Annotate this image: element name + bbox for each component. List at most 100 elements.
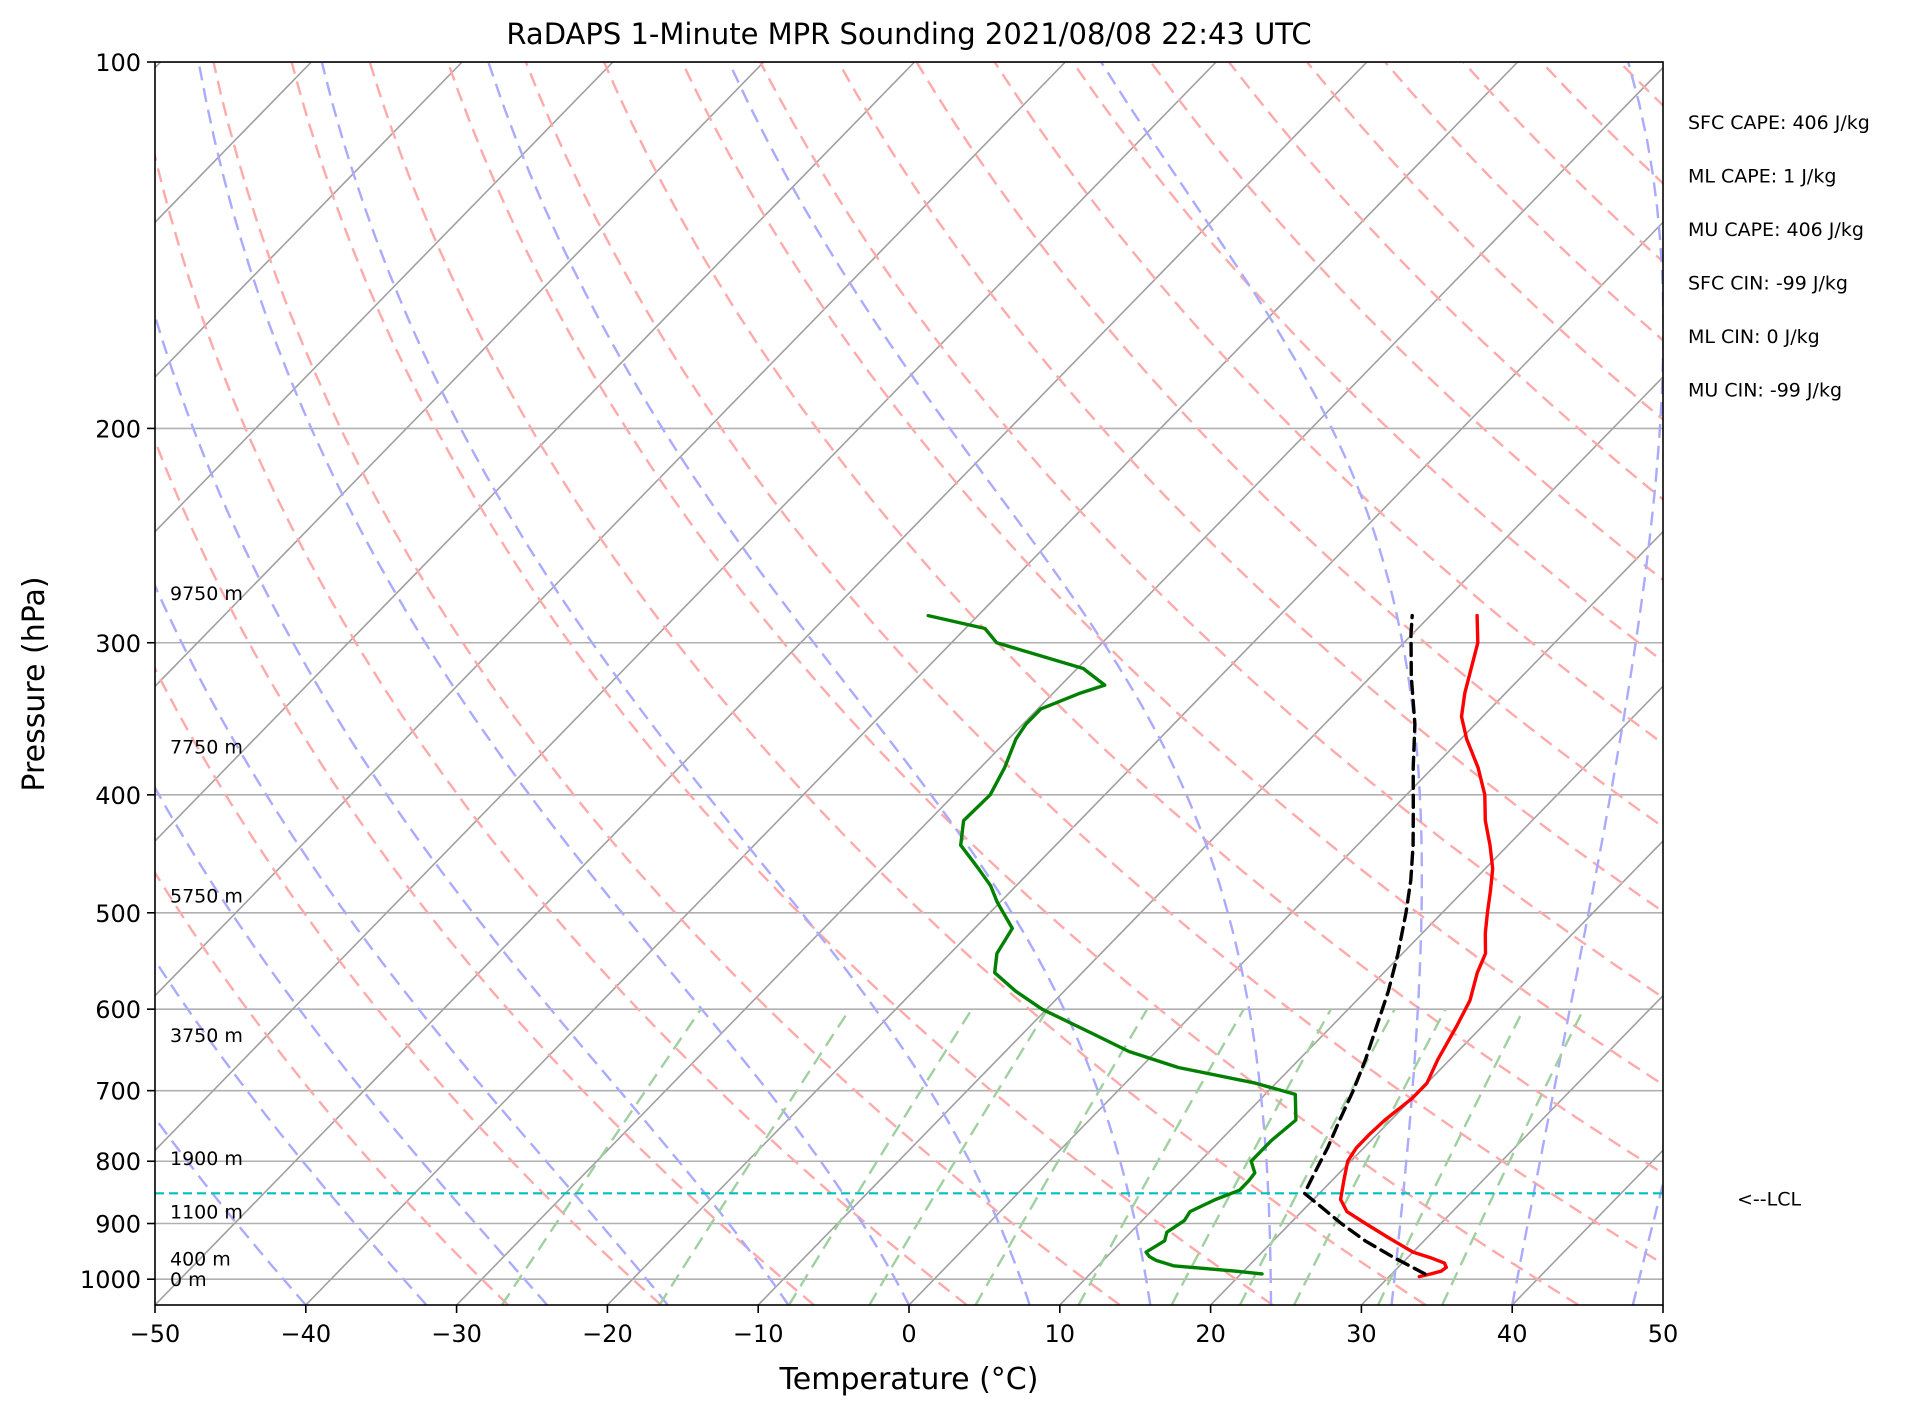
stat-line: SFC CIN: -99 J/kg xyxy=(1688,273,1848,295)
x-tick-label: −10 xyxy=(733,1320,784,1348)
mixing-ratio-line xyxy=(787,1008,973,1305)
height-label: 400 m xyxy=(170,1249,231,1271)
dry-adiabat-line xyxy=(155,151,968,1305)
isotherm-line xyxy=(155,62,1066,997)
height-label: 5750 m xyxy=(170,886,243,908)
mixing-ratio-lines xyxy=(500,1008,1585,1305)
dry-adiabat-line xyxy=(155,666,662,1305)
x-tick-label: 10 xyxy=(1045,1320,1076,1348)
x-tick-label: −50 xyxy=(130,1320,181,1348)
moist-adiabat-line xyxy=(155,311,790,1305)
x-tick-label: −20 xyxy=(582,1320,633,1348)
mixing-ratio-line xyxy=(868,1008,1049,1305)
y-tick-label: 200 xyxy=(95,415,141,443)
temperature-line xyxy=(1338,613,1495,1279)
stat-line: ML CAPE: 1 J/kg xyxy=(1688,166,1836,188)
mixing-ratio-line xyxy=(658,1008,851,1305)
moist-adiabat-line xyxy=(1631,1179,1663,1305)
moist-adiabat-line xyxy=(155,958,428,1305)
dry-adiabat-line xyxy=(1384,62,1663,342)
moist-adiabat-lines xyxy=(155,62,1663,1305)
isotherm-line xyxy=(757,375,1663,1305)
dry-adiabat-line xyxy=(1306,62,1663,422)
dry-adiabat-line xyxy=(1071,62,1663,663)
dry-adiabat-line xyxy=(290,62,1274,1305)
dry-adiabat-line xyxy=(368,62,1427,1305)
moist-adiabat-line xyxy=(1511,62,1663,1305)
stat-line: ML CIN: 0 J/kg xyxy=(1688,326,1820,348)
plot-area xyxy=(155,62,1663,1305)
isotherm-line xyxy=(606,221,1663,1305)
x-tick-label: 30 xyxy=(1346,1320,1377,1348)
y-tick-label: 700 xyxy=(95,1078,141,1106)
x-tick-label: 50 xyxy=(1648,1320,1679,1348)
height-labels: 9750 m 7750 m 5750 m 3750 m 1900 m 1100 m 400 … xyxy=(170,583,243,1291)
moist-adiabat-line xyxy=(320,62,1031,1305)
y-axis-ticks: 1000 900 800 700 600 500 400 300 200 100 xyxy=(80,49,155,1294)
dry-adiabat-line xyxy=(915,62,1663,829)
height-label: 9750 m xyxy=(170,583,243,605)
height-label: 7750 m xyxy=(170,736,243,758)
mixing-ratio-line xyxy=(1238,1008,1396,1305)
isotherm-line xyxy=(908,530,1663,1305)
moist-adiabat-line xyxy=(487,62,1152,1305)
height-label: 0 m xyxy=(170,1269,207,1291)
moist-adiabat-line xyxy=(155,583,669,1305)
y-tick-label: 600 xyxy=(95,996,141,1024)
dry-adiabat-line xyxy=(759,62,1663,999)
isotherm-line xyxy=(456,66,1663,1305)
moist-adiabat-line xyxy=(1100,62,1423,1305)
dry-adiabat-line xyxy=(212,62,1121,1305)
y-axis-label: Pressure (hPa) xyxy=(17,576,52,791)
dry-adiabat-line xyxy=(993,62,1663,746)
dry-adiabat-line xyxy=(1227,62,1663,501)
mixing-ratio-line xyxy=(500,1008,702,1305)
isotherm-line xyxy=(155,62,463,379)
y-tick-label: 900 xyxy=(95,1211,141,1239)
dry-adiabat-line xyxy=(602,62,1663,1175)
stats-panel: SFC CAPE: 406 J/kg ML CAPE: 1 J/kg MU CAPE… xyxy=(1688,112,1870,402)
dewpoint-line xyxy=(926,613,1298,1276)
isotherm-line xyxy=(155,62,614,533)
moist-adiabat-line xyxy=(727,62,1273,1305)
moist-adiabat-line xyxy=(155,785,549,1305)
x-tick-label: 40 xyxy=(1497,1320,1528,1348)
isotherm-line xyxy=(155,62,916,843)
stat-line: MU CAPE: 406 J/kg xyxy=(1688,219,1864,241)
isotherm-line xyxy=(1360,994,1663,1305)
isotherm-line xyxy=(155,62,765,688)
y-tick-label: 300 xyxy=(95,630,141,658)
parcel-profile-line xyxy=(1302,613,1427,1276)
isotherm-line xyxy=(155,62,1217,1152)
isotherm-line xyxy=(305,62,1519,1305)
mixing-ratio-line xyxy=(1441,1008,1585,1305)
y-tick-label: 1000 xyxy=(80,1266,141,1294)
height-label: 1100 m xyxy=(170,1202,243,1224)
dry-adiabat-lines xyxy=(155,62,1663,1305)
moist-adiabat-line xyxy=(155,1116,307,1305)
height-label: 3750 m xyxy=(170,1025,243,1047)
x-axis-label: Temperature (°C) xyxy=(779,1362,1039,1397)
y-tick-label: 800 xyxy=(95,1148,141,1176)
dry-adiabat-line xyxy=(1149,62,1663,582)
lcl-label: <--LCL xyxy=(1737,1188,1801,1210)
dry-adiabat-line xyxy=(681,62,1663,1087)
y-tick-label: 500 xyxy=(95,900,141,928)
mixing-ratio-line xyxy=(1170,1008,1332,1305)
x-tick-label: −40 xyxy=(280,1320,331,1348)
y-tick-label: 100 xyxy=(95,49,141,77)
isobar-gridlines xyxy=(155,62,1663,1281)
x-tick-label: −30 xyxy=(431,1320,482,1348)
y-tick-label: 400 xyxy=(95,782,141,810)
mixing-ratio-line xyxy=(1377,1008,1525,1305)
x-tick-label: 0 xyxy=(901,1320,916,1348)
height-label: 1900 m xyxy=(170,1148,243,1170)
x-axis-ticks: −50 −40 −30 −20 −10 0 10 20 30 40 50 xyxy=(130,1305,1679,1348)
chart-title: RaDAPS 1-Minute MPR Sounding 2021/08/08 … xyxy=(506,17,1311,51)
moist-adiabat-line xyxy=(197,62,911,1305)
isotherm-line xyxy=(155,62,1368,1305)
x-tick-label: 20 xyxy=(1195,1320,1226,1348)
stat-line: SFC CAPE: 406 J/kg xyxy=(1688,112,1870,134)
